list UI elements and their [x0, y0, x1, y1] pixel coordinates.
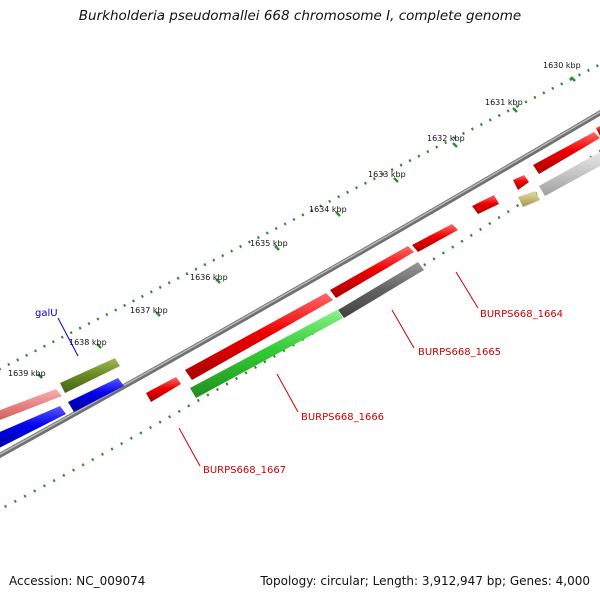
- misc-feature-gray[interactable]: [539, 152, 600, 196]
- cds-arrow-top-right[interactable]: [533, 132, 600, 174]
- cds-arrow-1664[interactable]: [412, 224, 458, 252]
- tick-label-1634: 1634 kbp: [309, 205, 347, 214]
- tick-label-1639: 1639 kbp: [8, 369, 46, 378]
- outer-tick-ring: [0, 63, 600, 371]
- map-title: Burkholderia pseudomallei 668 chromosome…: [78, 8, 522, 24]
- tick-label-1638: 1638 kbp: [69, 338, 107, 347]
- label-leader-lines: [57, 271, 479, 467]
- rrna-arrow-1666[interactable]: [190, 310, 343, 398]
- pseudo-fragment-pink[interactable]: [0, 389, 62, 422]
- gene-label-1667[interactable]: BURPS668_1667: [203, 465, 286, 476]
- accession-text: Accession: NC_009074: [9, 574, 146, 588]
- tick-label-1636: 1636 kbp: [190, 273, 228, 282]
- cds-arrow-1666[interactable]: [185, 293, 333, 380]
- galU-arrow[interactable]: [60, 358, 120, 393]
- tick-label-1630: 1630 kbp: [543, 61, 581, 70]
- reverse-strand-features: [0, 152, 600, 450]
- gene-label-1664[interactable]: BURPS668_1664: [480, 309, 563, 320]
- cds-arrow-small-b[interactable]: [513, 175, 529, 190]
- pseudo-arrow-1665[interactable]: [338, 262, 424, 318]
- genome-backbone: [0, 110, 600, 459]
- tick-label-1637: 1637 kbp: [130, 306, 168, 315]
- trna-arrow-blue-left[interactable]: [0, 406, 66, 450]
- forward-strand-features: [0, 126, 600, 422]
- tick-label-1632: 1632 kbp: [427, 134, 465, 143]
- cds-arrow-small-a[interactable]: [472, 195, 499, 214]
- gene-label-1665[interactable]: BURPS668_1665: [418, 347, 501, 358]
- misc-feature-khaki[interactable]: [518, 191, 540, 207]
- trna-arrow-blue[interactable]: [68, 378, 124, 412]
- tick-label-1633: 1633 kbp: [368, 170, 406, 179]
- tick-label-1631: 1631 kbp: [485, 98, 523, 107]
- cds-arrow-1667[interactable]: [146, 377, 181, 402]
- topology-text: Topology: circular; Length: 3,912,947 bp…: [260, 574, 590, 588]
- tick-label-1635: 1635 kbp: [250, 239, 288, 248]
- cds-arrow-edge[interactable]: [596, 126, 600, 136]
- gene-label-1666[interactable]: BURPS668_1666: [301, 412, 384, 423]
- major-ticks: [37, 76, 576, 379]
- cds-arrow-1665[interactable]: [330, 246, 414, 298]
- gene-label-galU[interactable]: galU: [35, 308, 58, 319]
